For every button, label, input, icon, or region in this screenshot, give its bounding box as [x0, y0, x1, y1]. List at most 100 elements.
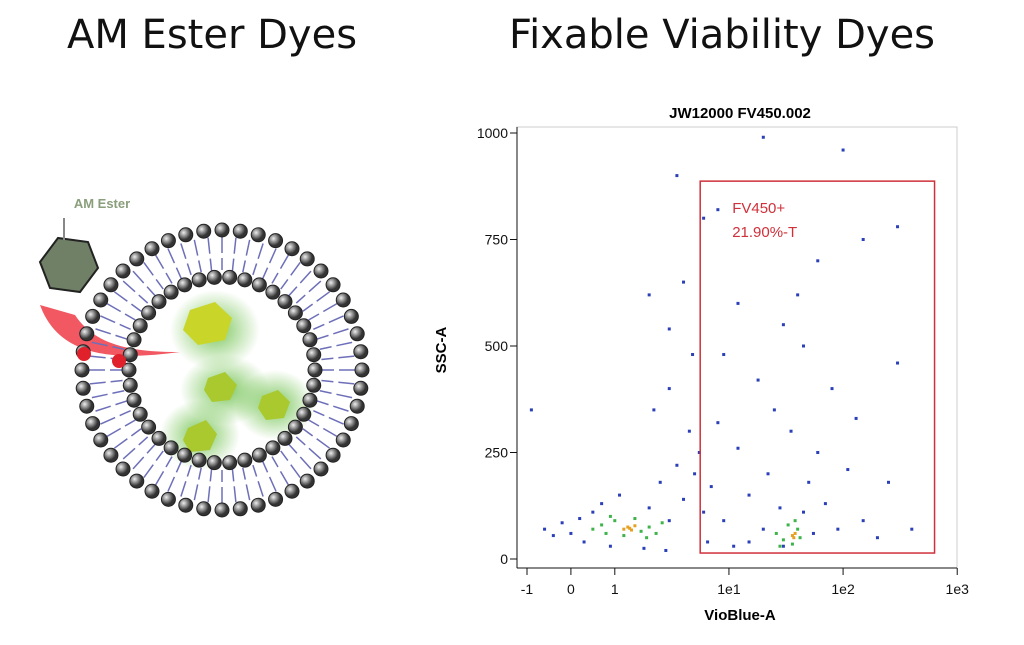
lipid-tail [233, 486, 237, 503]
lipid-tail [167, 248, 176, 264]
lipid-tail [316, 291, 331, 302]
lipid-tail [138, 294, 149, 304]
bead [103, 447, 119, 463]
point [761, 135, 765, 139]
lipid-tail [252, 263, 258, 276]
point [781, 323, 785, 327]
point [761, 527, 765, 531]
lipid-tail [319, 390, 332, 395]
point [613, 519, 617, 523]
lipid-tail [106, 427, 122, 438]
lipid-tail [175, 267, 183, 279]
lipid-tail [333, 405, 349, 412]
lipid-tail [338, 355, 355, 359]
lipid-tail [106, 302, 122, 313]
point [789, 429, 793, 433]
lipid-tail [146, 286, 156, 297]
lipid-tail [242, 467, 247, 480]
point [626, 525, 630, 529]
point [697, 451, 701, 454]
lipid-tail [268, 248, 277, 264]
lipid-tail [143, 261, 154, 276]
point [560, 521, 564, 525]
bead [214, 502, 230, 518]
bead [196, 501, 212, 517]
bead [144, 241, 160, 257]
point [786, 523, 790, 527]
bead [132, 406, 148, 422]
bead [302, 392, 318, 408]
lipid-tail [288, 443, 298, 454]
lipid-tail [132, 456, 145, 470]
lipid-tail [124, 419, 136, 427]
lipid-tail [321, 379, 334, 383]
lipid-tail [167, 476, 176, 492]
lipid-tail [316, 334, 329, 340]
bead [284, 483, 300, 499]
lipid-tail [122, 280, 136, 293]
point [667, 387, 671, 391]
point [618, 493, 622, 497]
point [747, 493, 751, 497]
bead [307, 362, 323, 378]
point [709, 485, 713, 489]
point [811, 531, 815, 535]
point [647, 525, 651, 529]
point [628, 526, 632, 530]
lipid-tail [299, 270, 312, 284]
lipid-tail [154, 470, 165, 486]
point [687, 429, 691, 433]
point [716, 208, 720, 212]
point [772, 408, 776, 412]
bead [79, 326, 95, 342]
bead [222, 455, 238, 471]
lipid-tail [233, 237, 237, 254]
bead [296, 318, 312, 334]
lipid-tail [180, 243, 187, 259]
bead [335, 432, 351, 448]
point [664, 548, 668, 552]
point [639, 529, 643, 533]
bead [191, 272, 207, 288]
point [647, 293, 651, 297]
lipid-tail [271, 272, 279, 284]
lipid-tail [295, 436, 306, 446]
point [875, 536, 879, 540]
point [642, 546, 646, 550]
bead [268, 491, 284, 507]
bead [287, 305, 303, 321]
bead [222, 269, 238, 285]
point [816, 259, 820, 263]
lipid-tail [113, 438, 128, 449]
lipid-tail [193, 239, 199, 256]
bead [268, 233, 284, 249]
bead [232, 501, 248, 517]
bead [75, 380, 91, 396]
lipid-tail [154, 254, 165, 270]
point [604, 531, 608, 535]
point [691, 353, 695, 357]
bead [151, 294, 167, 310]
point [846, 468, 850, 472]
bead [93, 432, 109, 448]
x-tick-label: -1 [521, 581, 534, 597]
dye-hexagon [258, 390, 290, 420]
point [667, 327, 671, 331]
point [781, 538, 785, 542]
point [887, 480, 891, 484]
point [793, 519, 797, 523]
point [790, 542, 794, 546]
lipid-tail [252, 464, 258, 477]
lipid-tail [231, 258, 235, 271]
point [841, 148, 845, 152]
lipid-tail [245, 239, 251, 256]
point [801, 344, 805, 348]
dye-hexagon [183, 302, 232, 345]
bead [163, 440, 179, 456]
lipid-tail [186, 464, 192, 477]
lipid-tail [119, 323, 131, 331]
y-tick-label: 750 [485, 232, 509, 248]
bead [214, 222, 230, 238]
point [706, 540, 710, 544]
